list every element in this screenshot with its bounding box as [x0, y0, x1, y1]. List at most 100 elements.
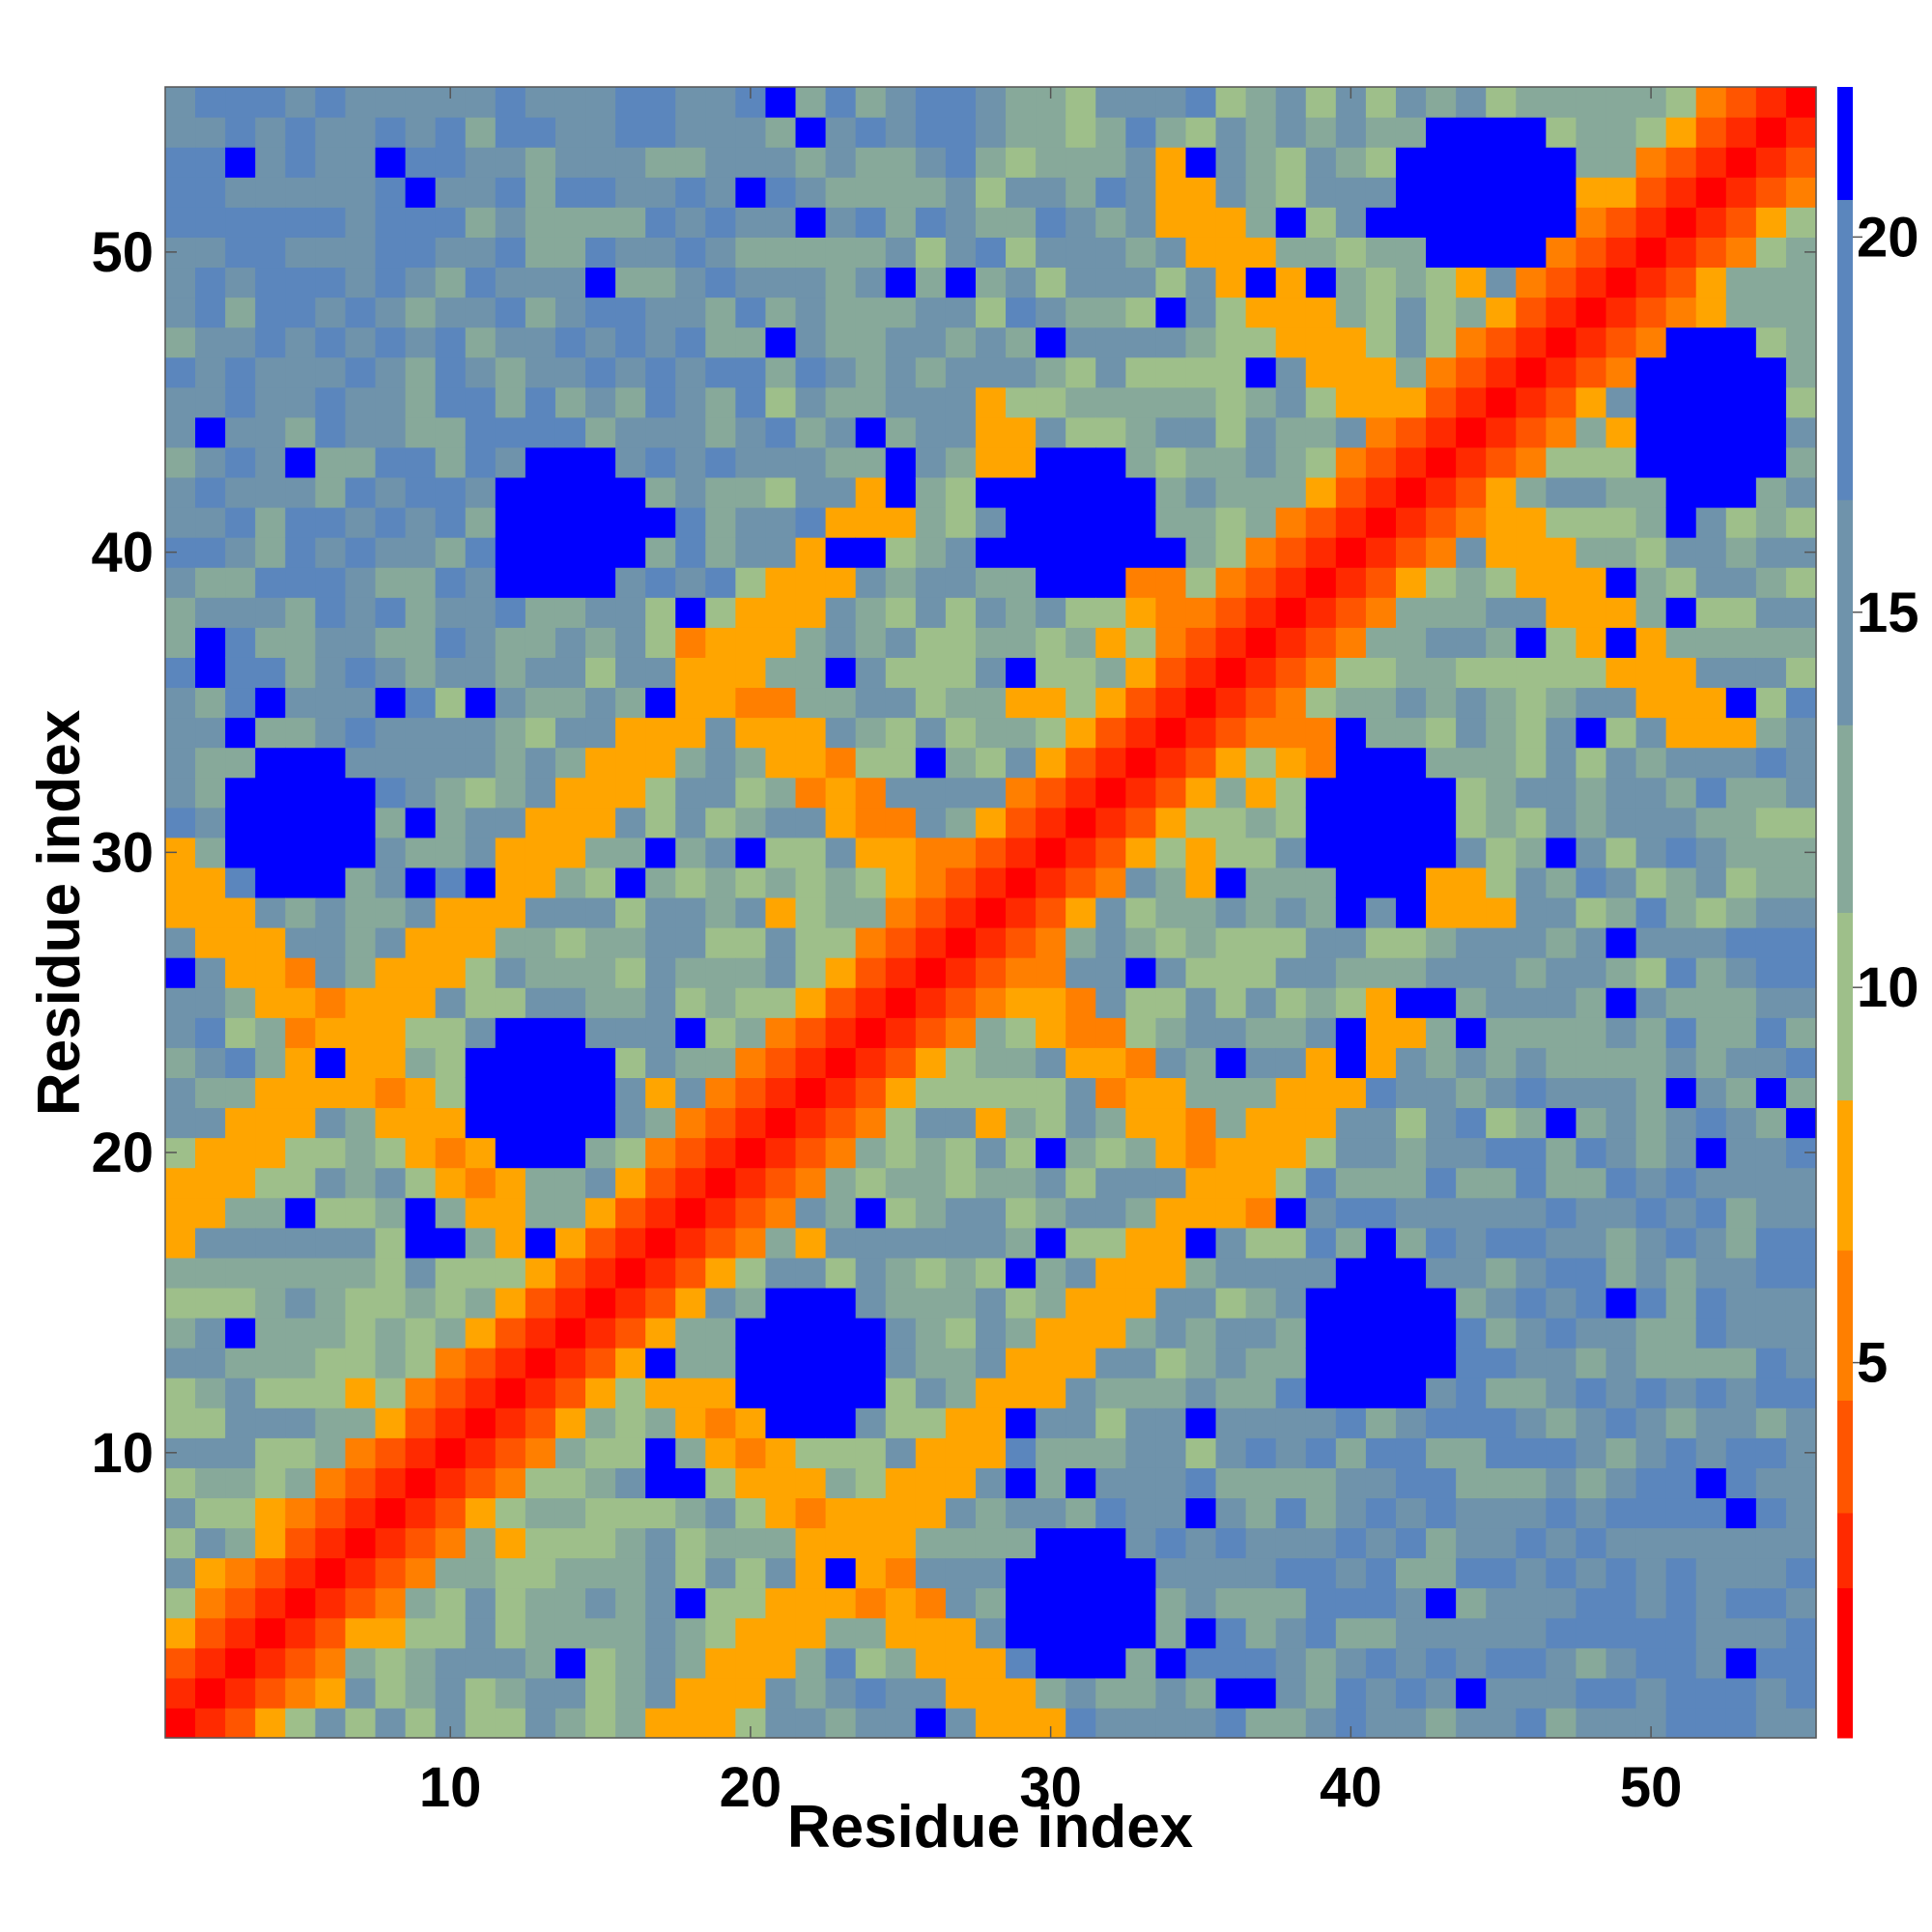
heatmap-cell [1155, 1437, 1187, 1468]
heatmap-cell [1725, 327, 1757, 358]
heatmap-cell [1576, 927, 1607, 958]
heatmap-cell [1426, 237, 1457, 269]
heatmap-cell [975, 1167, 1007, 1199]
heatmap-cell [885, 687, 917, 719]
heatmap-cell [225, 867, 256, 898]
heatmap-cell [1665, 1167, 1697, 1199]
heatmap-cell [525, 356, 556, 388]
heatmap-cell [165, 1317, 196, 1349]
heatmap-cell [1095, 1437, 1126, 1468]
heatmap-cell [1576, 1257, 1607, 1289]
heatmap-cell [1065, 1348, 1096, 1378]
heatmap-cell [1006, 356, 1037, 388]
heatmap-cell [645, 1257, 676, 1289]
heatmap-cell [1245, 1107, 1277, 1139]
heatmap-cell [1006, 267, 1037, 298]
heatmap-cell [1335, 416, 1367, 448]
heatmap-cell [1245, 987, 1277, 1018]
heatmap-cell [1065, 957, 1096, 988]
heatmap-cell [1305, 747, 1337, 779]
heatmap-cell [915, 1227, 947, 1259]
heatmap-cell [735, 1617, 767, 1649]
heatmap-cell [435, 1317, 467, 1349]
heatmap-cell [1125, 1527, 1156, 1559]
heatmap-cell [1395, 147, 1427, 178]
heatmap-cell [1095, 327, 1126, 358]
heatmap-cell [855, 597, 887, 628]
heatmap-cell [1695, 356, 1727, 388]
heatmap-cell [1305, 476, 1337, 508]
heatmap-cell [1365, 356, 1397, 388]
heatmap-cell [1065, 507, 1096, 538]
colorbar-segment [1837, 1400, 1853, 1514]
heatmap-cell [1006, 627, 1037, 658]
heatmap-cell [554, 267, 586, 298]
heatmap-cell [465, 717, 497, 749]
heatmap-cell [975, 147, 1007, 178]
heatmap-cell [495, 177, 526, 208]
heatmap-cell [735, 297, 767, 328]
heatmap-cell [825, 896, 857, 928]
heatmap-cell [405, 267, 437, 298]
heatmap-cell [1095, 1107, 1126, 1139]
heatmap-cell [1275, 1407, 1307, 1438]
heatmap-cell [1065, 147, 1096, 178]
heatmap-cell [1546, 717, 1577, 749]
heatmap-cell [255, 1407, 286, 1438]
heatmap-cell [705, 1497, 736, 1529]
heatmap-cell [255, 987, 286, 1018]
heatmap-cell [1516, 867, 1547, 898]
heatmap-cell [1275, 356, 1307, 388]
heatmap-cell [255, 807, 286, 838]
heatmap-cell [1305, 1467, 1337, 1499]
heatmap-cell [1695, 1587, 1727, 1619]
heatmap-cell [1275, 1197, 1307, 1229]
heatmap-cell [465, 987, 497, 1018]
heatmap-cell [885, 1647, 917, 1679]
heatmap-cell [1546, 1527, 1577, 1559]
heatmap-cell [885, 476, 917, 508]
heatmap-cell [1665, 1047, 1697, 1078]
heatmap-cell [435, 987, 467, 1018]
heatmap-cell [1245, 1317, 1277, 1349]
heatmap-cell [735, 1317, 767, 1349]
heatmap-cell [1486, 1257, 1517, 1289]
heatmap-cell [1695, 446, 1727, 478]
heatmap-cell [1365, 597, 1397, 628]
heatmap-cell [1245, 1227, 1277, 1259]
heatmap-cell [825, 297, 857, 328]
heatmap-cell [885, 1287, 917, 1319]
heatmap-cell [1006, 1467, 1037, 1499]
heatmap-cell [1245, 297, 1277, 328]
heatmap-cell [1605, 297, 1637, 328]
heatmap-cell [915, 1497, 947, 1529]
heatmap-cell [315, 567, 347, 598]
heatmap-cell [765, 896, 797, 928]
heatmap-cell [1665, 627, 1697, 658]
heatmap-cell [1456, 747, 1487, 779]
heatmap-cell [915, 987, 947, 1018]
heatmap-cell [855, 476, 887, 508]
heatmap-cell [1275, 1497, 1307, 1529]
heatmap-cell [525, 1017, 556, 1048]
heatmap-cell [1305, 1677, 1337, 1709]
heatmap-cell [1305, 807, 1337, 838]
heatmap-cell [1785, 657, 1817, 689]
heatmap-cell [1426, 537, 1457, 568]
heatmap-cell [1516, 237, 1547, 269]
heatmap-cell [615, 807, 646, 838]
heatmap-cell [945, 1647, 977, 1679]
heatmap-cell [1516, 446, 1547, 478]
heatmap-cell [1036, 1677, 1066, 1709]
heatmap-cell [1215, 1137, 1247, 1169]
heatmap-cell [645, 1077, 676, 1109]
heatmap-cell [435, 837, 467, 868]
heatmap-cell [1456, 777, 1487, 809]
heatmap-cell [1155, 1407, 1187, 1438]
heatmap-cell [1036, 177, 1066, 208]
heatmap-cell [1546, 297, 1577, 328]
heatmap-cell [1125, 147, 1156, 178]
heatmap-cell [1245, 1557, 1277, 1589]
heatmap-cell [1725, 1317, 1757, 1349]
heatmap-cell [1125, 87, 1156, 118]
